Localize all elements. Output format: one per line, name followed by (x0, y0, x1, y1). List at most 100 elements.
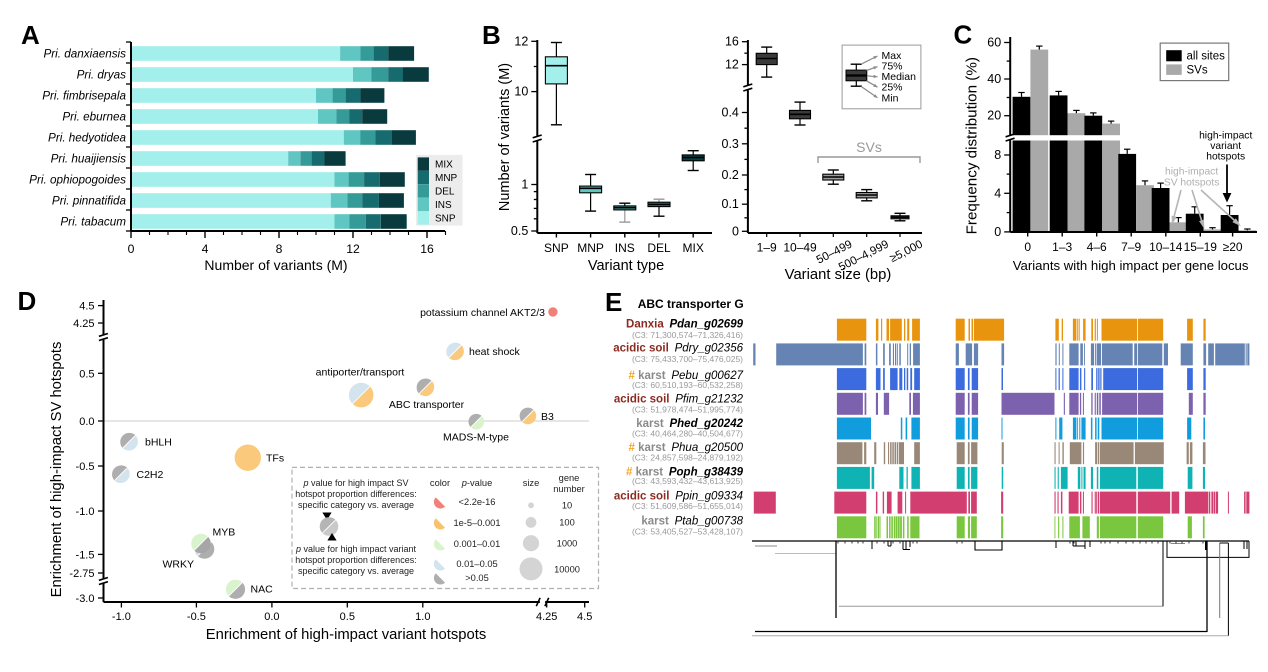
svg-text:INS: INS (435, 200, 452, 211)
svg-text:-2.75: -2.75 (69, 568, 94, 580)
svg-text:8: 8 (276, 242, 283, 256)
svg-text:Pri. huaijiensis: Pri. huaijiensis (51, 153, 127, 166)
svg-text:(C3: 71,300,574–71,326,416): (C3: 71,300,574–71,326,416) (632, 330, 743, 340)
svg-text:-0.5: -0.5 (187, 611, 206, 623)
svg-text:0.0: 0.0 (79, 416, 94, 428)
svg-text:acidic soil Pdry_g02356: acidic soil Pdry_g02356 (613, 343, 743, 355)
svg-text:# karst Pebu_g00627: # karst Pebu_g00627 (629, 370, 744, 382)
svg-text:MIX: MIX (683, 241, 704, 255)
svg-text:Enrichment of high-impact SV h: Enrichment of high-impact SV hotspots (49, 342, 65, 598)
svg-text:0.5: 0.5 (511, 224, 528, 238)
svg-text:-3.0: -3.0 (76, 593, 95, 605)
svg-text:1000: 1000 (557, 539, 578, 549)
svg-text:number: number (553, 484, 585, 494)
svg-text:0.001–0.01: 0.001–0.01 (454, 539, 501, 549)
svg-text:1.0: 1.0 (415, 611, 430, 623)
svg-text:Max: Max (882, 50, 903, 62)
svg-text:0.2: 0.2 (722, 168, 739, 182)
svg-text:hotspot proportion differences: hotspot proportion differences: (295, 489, 416, 499)
svg-text:12: 12 (514, 34, 528, 48)
svg-text:TFs: TFs (266, 453, 284, 465)
svg-text:high-impact: high-impact (1165, 167, 1218, 178)
svg-text:0.3: 0.3 (722, 137, 739, 151)
svg-text:100: 100 (559, 518, 575, 528)
svg-text:Variants with high impact per: Variants with high impact per gene locus (1013, 258, 1249, 273)
svg-text:A: A (21, 20, 40, 50)
svg-text:40: 40 (987, 72, 1001, 86)
svg-text:1e-5–0.001: 1e-5–0.001 (453, 518, 500, 528)
svg-text:0.1: 0.1 (722, 197, 739, 211)
svg-text:Min: Min (882, 92, 899, 104)
svg-text:Pri. dryas: Pri. dryas (77, 69, 127, 82)
svg-text:Number of variants (M): Number of variants (M) (204, 257, 347, 273)
svg-text:0: 0 (732, 224, 739, 238)
svg-text:WRKY: WRKY (163, 559, 195, 571)
svg-text:60: 60 (987, 36, 1001, 50)
svg-text:10: 10 (562, 501, 572, 511)
svg-text:Pri. ophiopogoides: Pri. ophiopogoides (29, 174, 126, 187)
svg-text:4.25: 4.25 (536, 611, 557, 623)
svg-text:variant: variant (1210, 141, 1241, 152)
svg-text:(C3: 40,464,280–40,504,677): (C3: 40,464,280–40,504,677) (632, 429, 743, 439)
svg-text:SNP: SNP (544, 241, 569, 255)
svg-text:4.5: 4.5 (577, 611, 592, 623)
svg-text:≥20: ≥20 (1223, 240, 1243, 254)
svg-text:D: D (18, 286, 37, 316)
svg-text:Pri. hedyotidea: Pri. hedyotidea (48, 132, 126, 145)
svg-text:1–9: 1–9 (757, 241, 777, 255)
svg-text:C2H2: C2H2 (137, 469, 164, 481)
svg-text:p-value: p-value (461, 478, 493, 488)
svg-text:10: 10 (514, 85, 528, 99)
svg-text:gene: gene (559, 473, 580, 483)
svg-text:1: 1 (521, 178, 528, 192)
svg-text:# karst Phua_g20500: # karst Phua_g20500 (629, 442, 744, 454)
svg-text:-0.5: -0.5 (76, 461, 95, 473)
svg-text:heat shock: heat shock (469, 346, 521, 358)
svg-text:-1.5: -1.5 (76, 549, 95, 561)
svg-text:E: E (605, 287, 622, 317)
svg-text:size: size (523, 478, 540, 488)
svg-text:DEL: DEL (435, 187, 455, 198)
svg-text:SV hotspots: SV hotspots (1164, 178, 1220, 189)
svg-text:B: B (482, 20, 501, 50)
svg-text:ABC transporter G: ABC transporter G (638, 297, 744, 311)
svg-text:antiporter/transport: antiporter/transport (316, 367, 405, 379)
svg-text:(C3: 51,978,474–51,995,774): (C3: 51,978,474–51,995,774) (632, 404, 743, 414)
svg-text:potassium channel AKT2/3: potassium channel AKT2/3 (420, 307, 545, 319)
svg-text:# karst Poph_g38439: # karst Poph_g38439 (626, 467, 744, 479)
svg-text:MNP: MNP (577, 241, 604, 255)
svg-text:16: 16 (725, 35, 739, 49)
svg-text:7–9: 7–9 (1121, 240, 1141, 254)
svg-text:Danxia Pdan_g02699: Danxia Pdan_g02699 (626, 319, 744, 331)
svg-text:all sites: all sites (1187, 51, 1226, 63)
svg-text:4–6: 4–6 (1087, 240, 1107, 254)
svg-text:C: C (954, 20, 973, 50)
svg-text:4.25: 4.25 (73, 318, 94, 330)
svg-text:Median: Median (882, 71, 917, 83)
svg-text:<2.2e-16: <2.2e-16 (459, 497, 496, 507)
svg-text:Frequency distribution (%): Frequency distribution (%) (964, 57, 981, 234)
svg-text:12: 12 (346, 242, 360, 256)
svg-text:SNP: SNP (435, 214, 456, 225)
svg-text:0.4: 0.4 (722, 106, 739, 120)
svg-text:75%: 75% (882, 61, 903, 73)
svg-text:NAC: NAC (251, 583, 274, 595)
svg-text:ABC transporter: ABC transporter (389, 399, 465, 411)
svg-text:16: 16 (420, 242, 434, 256)
svg-text:>0.05: >0.05 (465, 573, 489, 583)
svg-text:MYB: MYB (213, 527, 236, 539)
svg-text:25%: 25% (882, 82, 903, 94)
svg-text:MIX: MIX (435, 160, 453, 171)
svg-text:Pri. eburnea: Pri. eburnea (62, 111, 126, 124)
svg-text:SVs: SVs (1187, 65, 1208, 77)
svg-text:Pri. pinnatifida: Pri. pinnatifida (52, 195, 127, 208)
svg-text:0: 0 (994, 225, 1001, 239)
svg-text:0: 0 (1024, 240, 1031, 254)
svg-text:p value for high impact varian: p value for high impact variant (295, 544, 417, 554)
svg-text:karst Phed_g20242: karst Phed_g20242 (636, 418, 743, 430)
svg-text:acidic soil Pfim_g21232: acidic soil Pfim_g21232 (614, 394, 744, 406)
svg-text:0.01–0.05: 0.01–0.05 (456, 559, 497, 569)
svg-text:0.0: 0.0 (264, 611, 279, 623)
svg-text:12: 12 (725, 58, 739, 72)
svg-text:hotspots: hotspots (1206, 152, 1245, 163)
